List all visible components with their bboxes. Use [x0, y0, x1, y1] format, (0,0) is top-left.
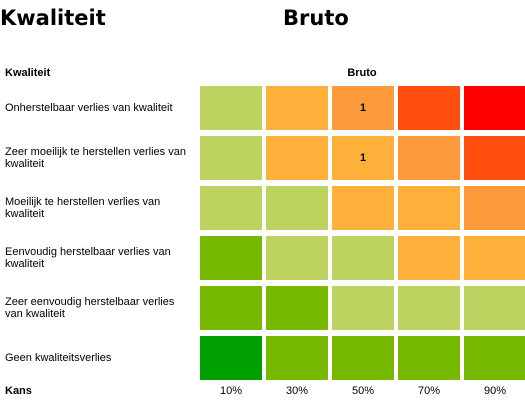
x-tick-label: 90%	[483, 385, 507, 397]
row-label: Zeer moeilijk te herstellen verlies van …	[5, 146, 186, 170]
y-label: Kwaliteit	[5, 67, 51, 79]
cell	[200, 86, 262, 130]
cell	[398, 286, 460, 330]
cell	[398, 336, 460, 380]
cell	[398, 136, 460, 180]
cell	[200, 286, 262, 330]
subtitle: Bruto	[283, 6, 349, 30]
cell	[464, 186, 525, 230]
cell	[200, 186, 262, 230]
row-label: Zeer eenvoudig herstelbaar verlies van k…	[5, 296, 175, 320]
cell	[398, 186, 460, 230]
cell	[332, 336, 394, 380]
cell	[332, 186, 394, 230]
cell	[464, 286, 525, 330]
cell	[266, 286, 328, 330]
cell	[200, 336, 262, 380]
cell	[464, 336, 525, 380]
cell	[332, 286, 394, 330]
cell	[332, 236, 394, 280]
row-label: Moeilijk te herstellen verlies van kwali…	[5, 196, 161, 220]
x-tick-label: 30%	[285, 385, 309, 397]
cell	[266, 336, 328, 380]
row-label: Onherstelbaar verlies van kwaliteit	[5, 102, 173, 114]
cell	[266, 86, 328, 130]
x-tick-label: 50%	[351, 385, 375, 397]
cell	[398, 236, 460, 280]
row-label: Geen kwaliteitsverlies	[5, 352, 112, 364]
cell	[200, 136, 262, 180]
cell	[464, 236, 525, 280]
x-label: Kans	[5, 385, 32, 397]
cell	[266, 136, 328, 180]
cell	[398, 86, 460, 130]
cell: 1	[332, 86, 394, 130]
x-tick-label: 70%	[417, 385, 441, 397]
cell: 1	[332, 136, 394, 180]
cell	[266, 186, 328, 230]
row-label: Eenvoudig herstelbaar verlies van kwalit…	[5, 246, 171, 270]
cell	[464, 86, 525, 130]
cell	[266, 236, 328, 280]
column-label: Bruto	[347, 67, 377, 79]
cell	[464, 136, 525, 180]
cell	[200, 236, 262, 280]
x-tick-label: 10%	[219, 385, 243, 397]
title: Kwaliteit	[0, 6, 106, 30]
